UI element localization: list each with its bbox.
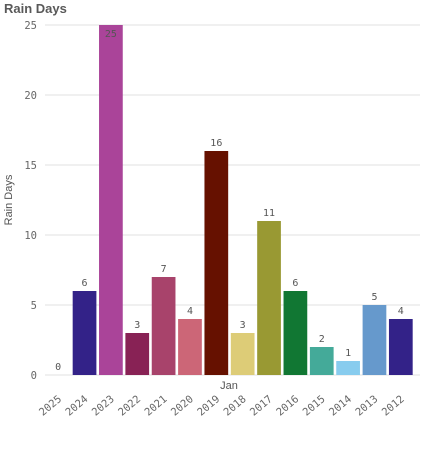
bar-2023[interactable] [99,25,123,375]
data-label: 11 [263,208,275,219]
data-label: 25 [105,29,117,40]
x-tick-label: 2014 [327,393,354,418]
x-axis-label: Jan [220,380,238,392]
y-tick-label: 0 [31,370,37,382]
data-label: 3 [240,320,246,331]
x-tick-label: 2015 [301,393,328,418]
x-axis-ticks: 2025 2024 2023 2022 2021 2020 2019 2018 2017 2016… [37,393,407,418]
y-axis-ticks: 0 5 10 15 20 25 [24,20,37,382]
bar-2020[interactable] [178,319,202,375]
y-tick-label: 25 [24,20,37,32]
x-tick-label: 2012 [380,393,407,418]
x-tick-label: 2023 [90,393,117,418]
x-tick-label: 2016 [274,393,301,418]
bar-2015[interactable] [309,347,334,375]
bars [72,25,413,375]
bar-2019[interactable] [204,151,229,375]
y-tick-label: 20 [24,90,37,102]
data-label: 5 [371,292,377,303]
y-tick-label: 5 [31,300,37,312]
bar-2021[interactable] [151,277,176,375]
data-label: 4 [187,306,193,317]
data-label: 0 [55,362,61,373]
chart-title: Rain Days [4,1,67,16]
data-label: 1 [345,348,351,359]
bar-2022[interactable] [125,333,150,375]
x-tick-label: 2025 [37,393,64,418]
x-tick-label: 2017 [248,393,275,418]
x-tick-label: 2018 [222,393,249,418]
bar-2017[interactable] [257,221,281,375]
bar-2016[interactable] [283,291,308,375]
x-tick-label: 2021 [142,393,169,418]
x-tick-label: 2024 [63,393,90,418]
y-tick-label: 15 [24,160,37,172]
data-label: 2 [319,334,325,345]
data-label: 7 [161,264,167,275]
x-tick-label: 2013 [353,393,380,418]
bar-2013[interactable] [362,305,387,375]
bar-2024[interactable] [72,291,97,375]
x-tick-label: 2022 [116,393,143,418]
x-tick-label: 2019 [195,393,222,418]
x-tick-label: 2020 [169,393,196,418]
bar-2012[interactable] [388,319,413,375]
data-label: 4 [398,306,404,317]
data-labels: 0 6 25 3 7 4 16 3 11 6 2 1 5 4 [55,29,404,373]
data-label: 6 [292,278,298,289]
data-label: 3 [134,320,140,331]
bar-2014[interactable] [336,361,360,375]
y-axis-label: Rain Days [3,174,15,225]
bar-2018[interactable] [230,333,255,375]
data-label: 6 [82,278,88,289]
data-label: 16 [210,138,222,149]
y-tick-label: 10 [24,230,37,242]
